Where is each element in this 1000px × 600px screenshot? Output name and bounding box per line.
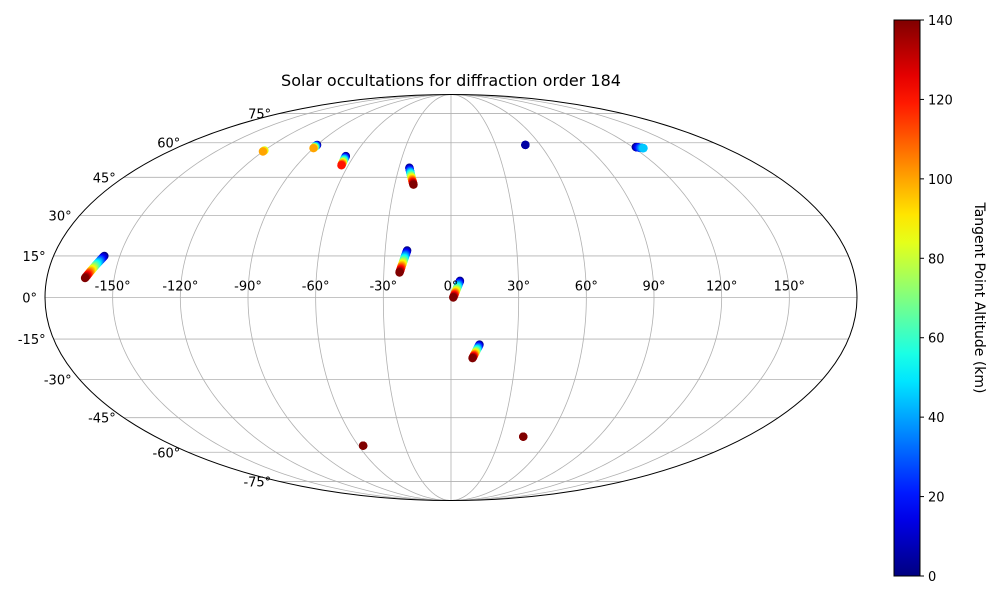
y-tick-label: -15° <box>18 333 46 348</box>
x-tick-label: -90° <box>234 280 262 295</box>
x-tick-label: 90° <box>642 280 665 295</box>
y-tick-label: 30° <box>49 209 72 224</box>
colorbar-tick-label: 120 <box>928 93 953 108</box>
x-tick-label: 30° <box>507 280 530 295</box>
lon-gridline <box>450 94 587 501</box>
colorbar-tick-label: 0 <box>928 570 936 585</box>
x-tick-label: -30° <box>369 280 397 295</box>
x-tick-label: -150° <box>95 280 131 295</box>
lon-gridline <box>450 94 655 501</box>
x-tick-label: 60° <box>575 280 598 295</box>
scatter-point <box>409 180 418 189</box>
y-tick-label: 15° <box>23 250 46 265</box>
colorbar-tick-label: 80 <box>928 252 945 267</box>
map-boundary <box>44 94 858 501</box>
x-tick-label: -60° <box>302 280 330 295</box>
y-tick-label: -75° <box>243 475 271 490</box>
lon-gridline <box>450 94 723 501</box>
lon-gridline <box>112 94 452 501</box>
scatter-point <box>395 268 404 277</box>
colorbar-tick-label: 100 <box>928 173 953 188</box>
lon-gridline <box>450 94 790 501</box>
lon-gridline <box>450 94 520 501</box>
plot-area: -150° -120° -90° -60° -30° 0° 30° 60° 90° 120° 150… <box>18 94 858 501</box>
scatter-point <box>468 353 477 363</box>
x-tick-label: 120° <box>706 280 737 295</box>
x-tick-label: -120° <box>162 280 198 295</box>
y-tick-label: -60° <box>153 446 181 461</box>
x-tick-label: 0° <box>444 280 459 295</box>
y-tick-label: -45° <box>88 412 116 427</box>
colorbar-label: Tangent Point Altitude (km) <box>971 201 987 393</box>
scatter-points <box>80 140 648 450</box>
scatter-point <box>337 161 346 170</box>
colorbar-gradient <box>893 19 921 577</box>
lon-gridline <box>382 94 452 501</box>
lon-gridline <box>179 94 452 501</box>
colorbar: 0 20 40 60 80 100 120 140 Tangent Point Altitude… <box>893 14 987 585</box>
scatter-point <box>449 293 458 302</box>
colorbar-tick-label: 140 <box>928 14 953 29</box>
scatter-point <box>639 143 648 153</box>
y-tick-label: 75° <box>248 108 271 123</box>
colorbar-tick-label: 60 <box>928 332 945 347</box>
y-tick-label: 60° <box>157 137 180 152</box>
scatter-point <box>521 140 530 150</box>
y-tick-label: -30° <box>44 374 72 389</box>
scatter-point <box>309 143 318 153</box>
scatter-point <box>519 432 528 441</box>
lon-gridline <box>315 94 452 501</box>
y-tick-label: 0° <box>22 292 37 307</box>
colorbar-tick-label: 40 <box>928 411 945 426</box>
scatter-point <box>80 273 90 283</box>
chart-title: Solar occultations for diffraction order… <box>281 71 621 90</box>
scatter-point <box>358 441 368 450</box>
scatter-point <box>258 147 268 156</box>
x-tick-label: 150° <box>774 280 805 295</box>
y-tick-label: 45° <box>93 171 116 186</box>
colorbar-tick-label: 20 <box>928 491 945 506</box>
